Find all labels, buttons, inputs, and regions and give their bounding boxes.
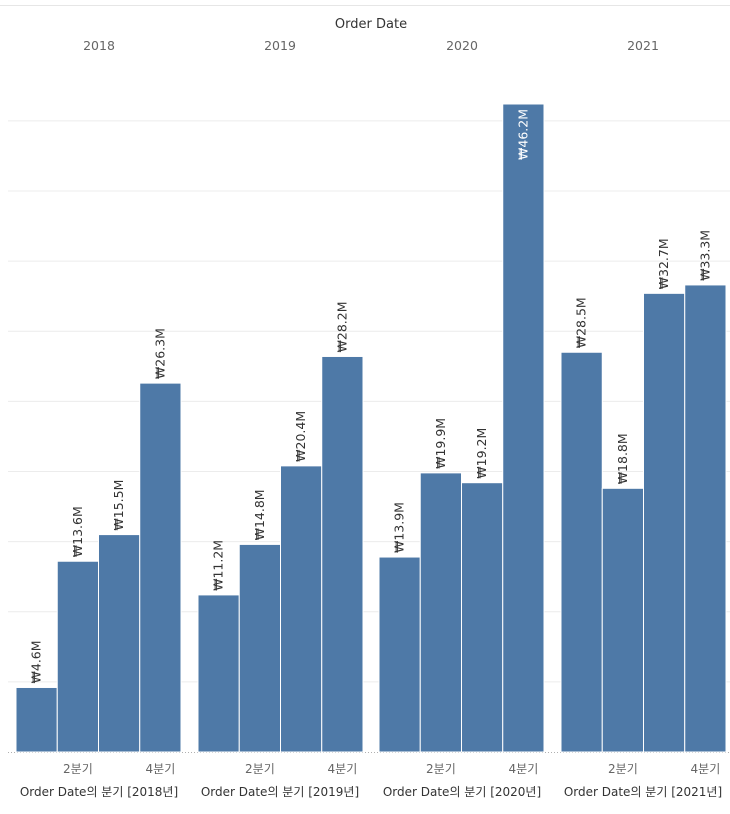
- data-label-2018-q4: ₩26.3M: [152, 328, 167, 379]
- year-header-2020: 2020: [446, 38, 478, 53]
- data-label-2019-q2: ₩14.8M: [252, 489, 267, 540]
- data-label-2021-q3: ₩32.7M: [656, 238, 671, 289]
- data-label-2019-q4: ₩28.2M: [334, 301, 349, 352]
- bar-2019-q3: [280, 465, 323, 753]
- tick-label-2018-1: 2분기: [63, 762, 93, 776]
- bar-2020-q4: [502, 103, 545, 753]
- bar-2021-q1: [560, 351, 603, 753]
- bar-2018-q3: [98, 534, 141, 753]
- tick-label-2018-2: 4분기: [146, 762, 176, 776]
- year-header-2019: 2019: [264, 38, 296, 53]
- tick-label-2019-1: 2분기: [245, 762, 275, 776]
- tick-label-2020-2: 4분기: [509, 762, 539, 776]
- data-label-2021-q1: ₩28.5M: [574, 297, 589, 348]
- bar-2019-q1: [197, 594, 240, 753]
- bar-2019-q4: [321, 355, 364, 753]
- data-label-2018-q3: ₩15.5M: [111, 480, 126, 531]
- bar-2021-q2: [601, 487, 644, 753]
- data-label-2019-q3: ₩20.4M: [293, 411, 308, 462]
- data-label-2018-q2: ₩13.6M: [70, 506, 85, 557]
- bar-2021-q4: [684, 284, 727, 753]
- year-header-2018: 2018: [83, 38, 115, 53]
- data-label-2021-q2: ₩18.8M: [615, 433, 630, 484]
- data-label-2020-q3: ₩19.2M: [474, 428, 489, 479]
- column-header-title: Order Date: [334, 17, 408, 32]
- axis-title-2020: Order Date의 분기 [2020년]: [383, 785, 541, 799]
- bar-2018-q1: [15, 686, 58, 753]
- bar-2020-q1: [378, 556, 421, 753]
- year-header-2021: 2021: [627, 38, 659, 53]
- axis-title-2018: Order Date의 분기 [2018년]: [20, 785, 178, 799]
- tick-label-2021-1: 2분기: [608, 762, 638, 776]
- tick-label-2020-1: 2분기: [426, 762, 456, 776]
- bar-2019-q2: [238, 543, 281, 753]
- data-label-2019-q1: ₩11.2M: [211, 540, 226, 591]
- data-label-2021-q4: ₩33.3M: [697, 230, 712, 281]
- data-label-2020-q1: ₩13.9M: [392, 502, 407, 553]
- bar-2021-q3: [643, 292, 686, 753]
- tick-label-2019-2: 4분기: [328, 762, 358, 776]
- bar-2020-q3: [461, 482, 504, 753]
- data-label-2020-q2: ₩19.9M: [433, 418, 448, 469]
- data-label-2018-q1: ₩4.6M: [29, 640, 44, 683]
- bar-2018-q4: [139, 382, 182, 753]
- axis-title-2019: Order Date의 분기 [2019년]: [201, 785, 359, 799]
- axis-title-2021: Order Date의 분기 [2021년]: [564, 785, 722, 799]
- tick-label-2021-2: 4분기: [691, 762, 721, 776]
- data-label-2020-q4: ₩46.2M: [515, 109, 530, 160]
- bar-2020-q2: [419, 472, 462, 753]
- top-divider: [0, 5, 730, 6]
- bar-2018-q2: [56, 560, 99, 753]
